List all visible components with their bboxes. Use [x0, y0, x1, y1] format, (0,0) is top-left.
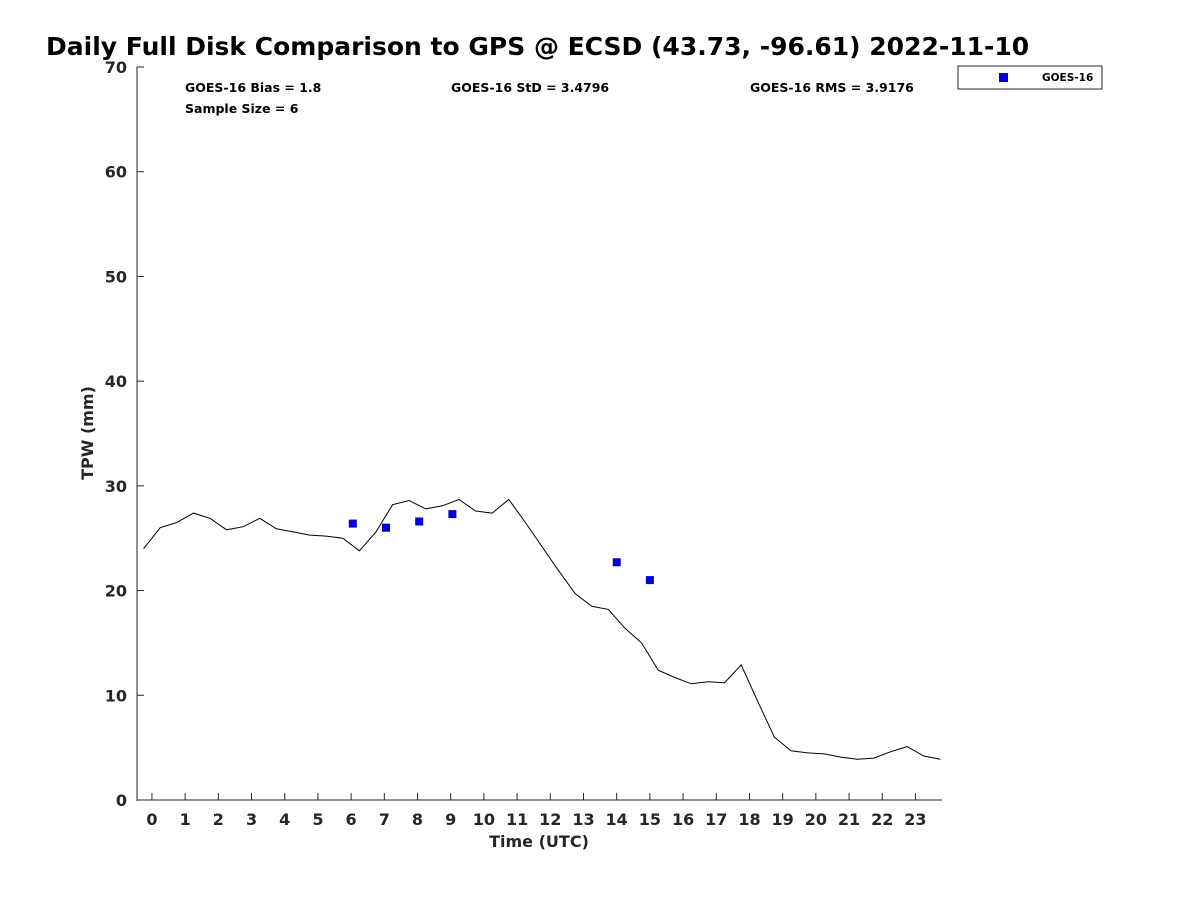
- bias-annotation: GOES-16 Bias = 1.8: [185, 80, 321, 95]
- legend-marker-goes16: [999, 73, 1008, 82]
- x-tick-label: 3: [246, 810, 257, 829]
- goes16-points: [348, 510, 654, 585]
- x-tick-label: 17: [705, 810, 727, 829]
- goes16-point: [645, 576, 654, 585]
- x-tick-label: 14: [606, 810, 628, 829]
- x-tick-label: 5: [312, 810, 323, 829]
- goes16-point: [348, 519, 357, 528]
- x-tick-label: 16: [672, 810, 694, 829]
- x-tick-label: 7: [379, 810, 390, 829]
- y-tick-label: 40: [105, 372, 127, 391]
- x-tick-label: 20: [805, 810, 827, 829]
- rms-annotation: GOES-16 RMS = 3.9176: [750, 80, 914, 95]
- y-tick-label: 30: [105, 477, 127, 496]
- x-tick-label: 6: [346, 810, 357, 829]
- x-tick-label: 2: [213, 810, 224, 829]
- x-tick-label: 4: [279, 810, 290, 829]
- x-tick-label: 23: [904, 810, 926, 829]
- x-tick-label: 1: [180, 810, 191, 829]
- y-tick-label: 20: [105, 582, 127, 601]
- legend-box: [957, 65, 1103, 90]
- y-tick-label: 70: [105, 58, 127, 77]
- x-tick-label: 0: [146, 810, 157, 829]
- x-tick-label: 19: [772, 810, 794, 829]
- legend-label-goes16: GOES-16: [1042, 72, 1093, 84]
- goes16-point: [612, 558, 621, 567]
- x-tick-label: 8: [412, 810, 423, 829]
- y-tick-label: 0: [116, 791, 127, 810]
- x-tick-label: 10: [473, 810, 495, 829]
- x-tick-label: 18: [738, 810, 760, 829]
- y-axis-label: TPW (mm): [78, 386, 97, 480]
- goes16-point: [415, 517, 424, 526]
- sample-size-annotation: Sample Size = 6: [185, 101, 299, 116]
- stats-annotations: GOES-16 Bias = 1.8 Sample Size = 6 GOES-…: [185, 80, 914, 116]
- x-tick-label: 15: [639, 810, 661, 829]
- y-ticks: 0 10 20 30 40 50 60 70: [105, 58, 144, 810]
- x-tick-label: 22: [871, 810, 893, 829]
- y-tick-label: 50: [105, 267, 127, 286]
- chart-title: Daily Full Disk Comparison to GPS @ ECSD…: [46, 32, 1029, 61]
- gps-tpw-line: [143, 498, 941, 760]
- std-annotation: GOES-16 StD = 3.4796: [451, 80, 609, 95]
- x-ticks: 0 1 2 3 4 5 6 7 8 9 10 11 12 13 14 15 16 17 18 19 20 21 22 23: [146, 793, 927, 829]
- y-tick-label: 60: [105, 163, 127, 182]
- goes16-point: [382, 523, 390, 532]
- x-tick-label: 21: [838, 810, 860, 829]
- x-tick-label: 11: [506, 810, 528, 829]
- legend: GOES-16: [957, 65, 1103, 90]
- x-tick-label: 12: [539, 810, 561, 829]
- y-tick-label: 10: [105, 686, 127, 705]
- x-tick-label: 9: [445, 810, 456, 829]
- x-tick-label: 13: [572, 810, 594, 829]
- x-axis-label: Time (UTC): [489, 832, 589, 851]
- axes: [136, 67, 942, 801]
- plot-area: [143, 498, 941, 760]
- goes16-point: [448, 510, 457, 519]
